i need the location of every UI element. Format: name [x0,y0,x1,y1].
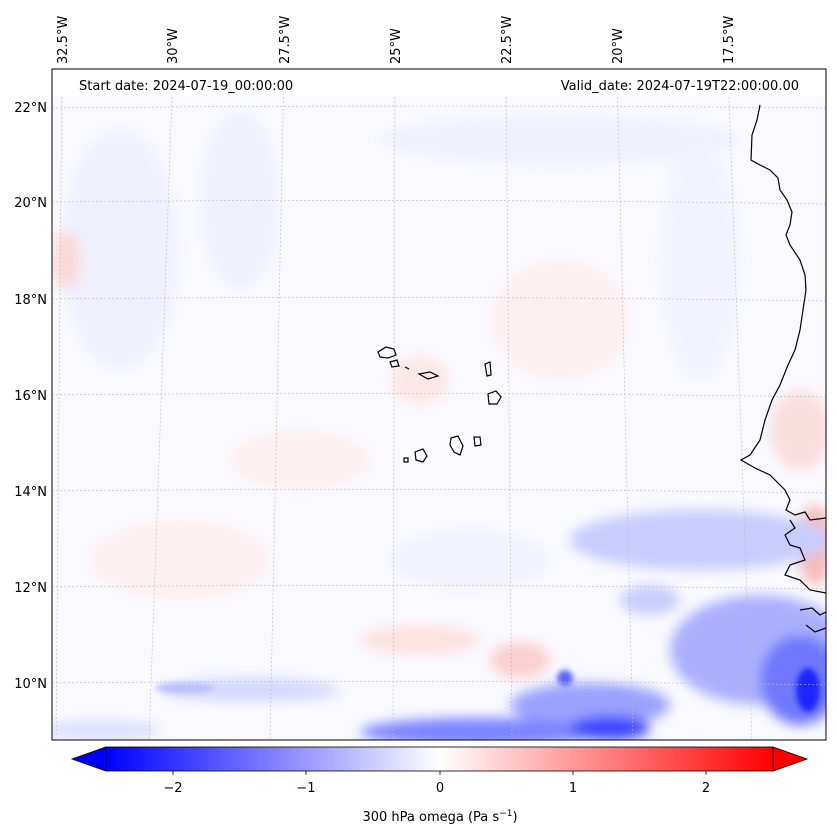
omega-field [52,69,826,740]
lat-label-22n: 22°N [14,101,47,116]
colorbar-tick-minus1: −1 [296,781,315,796]
lat-label-12n: 12°N [14,581,47,596]
lat-label-10n: 10°N [14,677,47,692]
colorbar-tick-1: 1 [569,781,577,796]
cape-verde-islands [377,346,502,463]
valid-date-label: Valid_date: 2024-07-19T22:00:00.00 [561,79,799,94]
colorbar-label: 300 hPa omega (Pa s−1) [362,809,517,825]
lat-label-16n: 16°N [14,389,47,404]
lon-label-32-5w: 32.5°W [56,16,71,64]
africa-coastline [739,104,826,633]
colorbar-tick-2: 2 [702,781,710,796]
lon-label-22-5w: 22.5°W [500,16,515,64]
colorbar-label-sup: −1 [499,809,512,819]
colorbar-gradient [106,747,773,771]
latitude-labels: 22°N 20°N 18°N 16°N 14°N 12°N 10°N [14,101,47,692]
lat-label-18n: 18°N [14,293,47,308]
colorbar-extend-high [772,746,809,772]
longitude-labels: 32.5°W 30°W 27.5°W 25°W 22.5°W 20°W 17.5… [56,16,737,64]
lon-label-25w: 25°W [389,28,404,64]
map-frame [51,68,827,741]
colorbar-tick-0: 0 [436,781,444,796]
colorbar-label-end: ) [512,810,517,825]
lat-label-20n: 20°N [14,196,47,211]
lon-label-17-5w: 17.5°W [722,16,737,64]
colorbar-label-main: 300 hPa omega (Pa s [362,810,499,825]
lon-label-20w: 20°W [611,28,626,64]
start-date-label: Start date: 2024-07-19_00:00:00 [79,79,293,94]
colorbar: −2 −1 0 1 2 300 hPa omega (Pa s−1) [70,746,809,825]
lon-label-27-5w: 27.5°W [278,16,293,64]
header-band [52,69,826,96]
colorbar-extend-low [70,746,107,772]
lon-label-30w: 30°W [166,28,181,64]
lat-label-14n: 14°N [14,485,47,500]
colorbar-tick-minus2: −2 [163,781,182,796]
